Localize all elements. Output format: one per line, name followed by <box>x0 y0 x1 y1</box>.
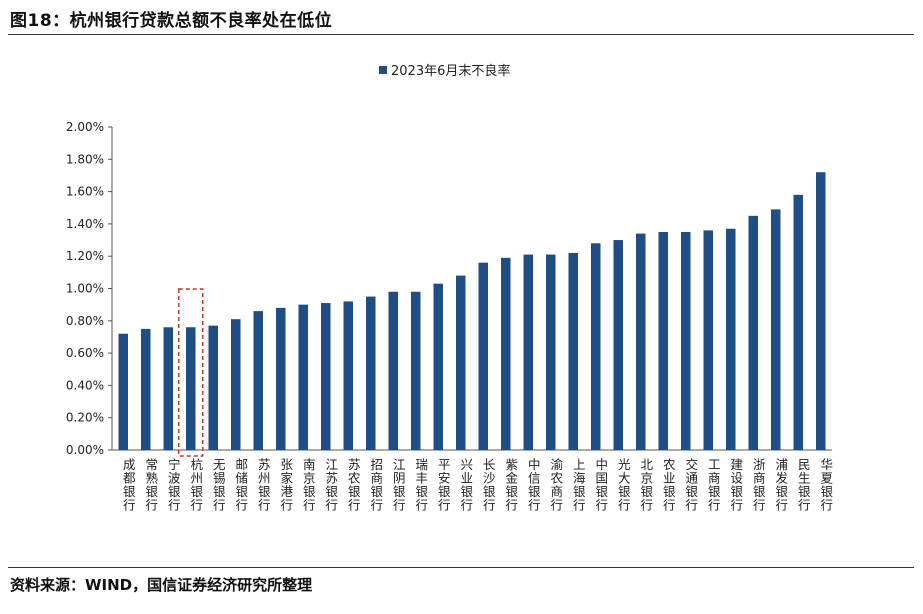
x-tick-label: 杭州银行 <box>188 457 203 512</box>
bar <box>118 333 128 450</box>
x-tick-label: 建设银行 <box>728 458 743 512</box>
x-tick-label: 浙商银行 <box>751 457 766 512</box>
x-tick-label: 江苏银行 <box>323 458 338 512</box>
bar <box>208 325 218 450</box>
y-tick-label: 1.20% <box>66 249 104 263</box>
x-tick-label: 交通银行 <box>683 457 698 512</box>
bars <box>118 172 826 450</box>
top-rule <box>8 34 914 35</box>
x-tick-label: 农业银行 <box>661 458 676 512</box>
bar <box>591 243 601 450</box>
bar <box>816 172 826 450</box>
legend-label: 2023年6月末不良率 <box>391 63 510 79</box>
y-tick-label: 0.40% <box>66 378 104 392</box>
bar <box>253 311 263 450</box>
legend-swatch <box>379 66 387 74</box>
y-tick-label: 1.00% <box>66 282 104 296</box>
bar <box>613 240 623 450</box>
y-tick-label: 0.80% <box>66 314 104 328</box>
y-tick-label: 0.20% <box>66 411 104 425</box>
y-tick-label: 1.40% <box>66 217 104 231</box>
bar <box>433 283 443 450</box>
y-tick-label: 1.80% <box>66 152 104 166</box>
highlight-box <box>178 288 204 457</box>
bar <box>523 254 533 450</box>
x-tick-label: 南京银行 <box>301 457 316 512</box>
bar <box>748 215 758 450</box>
x-tick-label: 成都银行 <box>121 458 136 512</box>
x-tick-label: 兴业银行 <box>458 458 473 512</box>
bar <box>343 301 353 450</box>
bar <box>771 209 781 450</box>
y-tick-label: 2.00% <box>66 120 104 134</box>
x-tick-label: 招商银行 <box>368 458 383 512</box>
bar-chart: 2023年6月末不良率 0.00% 0.20% 0.40% 0.60% 0.80% 1.0… <box>66 63 834 512</box>
x-tick-label: 北京银行 <box>638 458 653 512</box>
x-tick-label: 中信银行 <box>526 457 541 512</box>
bar <box>681 231 691 450</box>
bar <box>321 303 331 450</box>
x-tick-label: 苏农银行 <box>346 457 361 512</box>
bar <box>703 230 713 450</box>
bar <box>658 231 668 450</box>
y-tick-label: 0.00% <box>66 443 104 457</box>
bar <box>231 319 241 450</box>
x-tick-label: 工商银行 <box>706 458 721 512</box>
bar <box>411 291 421 450</box>
figure-title: 图18：杭州银行贷款总额不良率处在低位 <box>10 11 333 31</box>
legend: 2023年6月末不良率 <box>379 63 510 79</box>
bar <box>793 194 803 450</box>
bar <box>388 291 398 450</box>
x-tick-label: 张家港行 <box>278 457 293 512</box>
x-tick-label: 平安银行 <box>436 458 451 512</box>
x-tick-label: 江阴银行 <box>391 458 406 512</box>
x-tick-label: 无锡银行 <box>211 458 226 512</box>
bar <box>456 275 466 450</box>
x-tick-label: 紫金银行 <box>503 458 518 512</box>
bar <box>568 252 578 450</box>
highlight-rect <box>178 288 204 457</box>
x-tick-label: 浦发银行 <box>773 458 788 512</box>
bar <box>163 327 173 450</box>
bar <box>478 262 488 450</box>
y-tick-label: 1.60% <box>66 185 104 199</box>
bar <box>636 233 646 450</box>
x-tick-label: 宁波银行 <box>166 457 181 512</box>
x-tick-label: 长沙银行 <box>481 458 496 512</box>
x-tick-label: 光大银行 <box>616 458 631 512</box>
bar <box>298 304 308 450</box>
source-note: 资料来源：WIND，国信证券经济研究所整理 <box>10 576 313 594</box>
bar <box>276 307 286 450</box>
y-axis: 0.00% 0.20% 0.40% 0.60% 0.80% 1.00% 1.20% 1.40%… <box>66 120 832 457</box>
bar <box>726 228 736 450</box>
bar <box>366 296 376 450</box>
y-tick-label: 0.60% <box>66 346 104 360</box>
bar <box>141 328 151 450</box>
x-tick-label: 中国银行 <box>593 457 608 512</box>
x-axis-labels: 成都银行 常熟银行 宁波银行 杭州银行 无锡银行 邮储银行 苏州银行 张家港行 南京银行 江苏银行… <box>121 457 834 512</box>
x-tick-label: 上海银行 <box>571 458 586 512</box>
x-tick-label: 苏州银行 <box>256 457 271 512</box>
x-tick-label: 邮储银行 <box>233 458 248 512</box>
x-tick-label: 华夏银行 <box>818 457 833 512</box>
x-tick-label: 瑞丰银行 <box>413 458 428 512</box>
bar <box>546 254 556 450</box>
bar <box>501 257 511 450</box>
bottom-rule <box>8 567 914 568</box>
x-tick-label: 渝农商行 <box>548 457 563 512</box>
x-tick-label: 民生银行 <box>796 458 811 512</box>
bar <box>186 327 196 450</box>
x-tick-label: 常熟银行 <box>143 458 158 512</box>
